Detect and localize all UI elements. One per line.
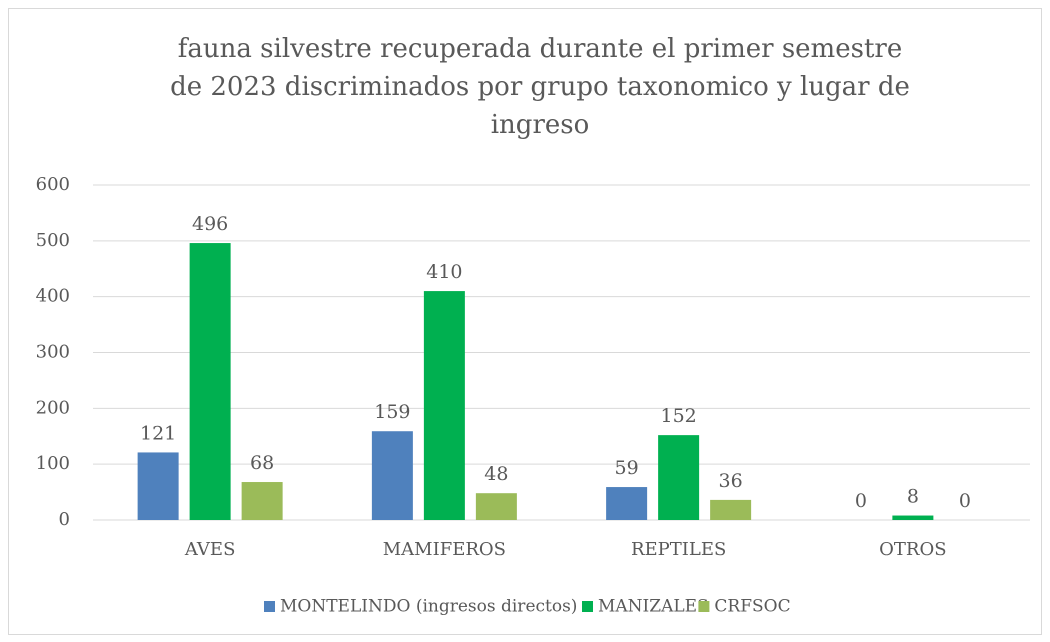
- legend-label: MONTELINDO (ingresos directos): [280, 597, 577, 617]
- legend-swatch: [264, 601, 275, 612]
- data-label: 8: [907, 486, 919, 508]
- legend-label: MANIZALES: [598, 597, 709, 617]
- chart-title: fauna silvestre recuperada durante el pr…: [178, 34, 902, 64]
- data-label: 159: [374, 401, 410, 423]
- data-label: 0: [959, 490, 971, 512]
- y-tick-label: 500: [36, 230, 70, 251]
- x-tick-label: AVES: [184, 539, 236, 560]
- bar: [658, 435, 700, 520]
- bar: [189, 243, 231, 521]
- bar: [606, 487, 648, 520]
- data-label: 0: [855, 490, 867, 512]
- bar: [241, 482, 283, 520]
- bar: [892, 515, 934, 520]
- chart-title: de 2023 discriminados por grupo taxonomi…: [170, 72, 910, 102]
- data-label: 410: [426, 261, 462, 283]
- y-tick-label: 400: [36, 286, 70, 307]
- legend-swatch: [582, 601, 593, 612]
- data-label: 68: [250, 452, 274, 474]
- y-tick-label: 100: [36, 453, 70, 474]
- bar: [137, 452, 179, 520]
- data-label: 36: [719, 470, 743, 492]
- bar: [710, 499, 752, 520]
- data-label: 48: [484, 463, 508, 485]
- chart-border: [8, 8, 1042, 635]
- x-tick-label: REPTILES: [631, 539, 726, 560]
- bar: [423, 291, 465, 520]
- y-tick-label: 200: [36, 397, 70, 418]
- data-label: 121: [140, 422, 176, 444]
- y-tick-label: 0: [59, 509, 70, 530]
- legend-label: CRFSOC: [714, 597, 790, 617]
- bar: [475, 493, 517, 520]
- data-label: 152: [660, 405, 696, 427]
- x-tick-label: OTROS: [879, 539, 946, 560]
- y-tick-label: 300: [36, 342, 70, 363]
- chart-title: ingreso: [491, 110, 590, 140]
- x-tick-label: MAMIFEROS: [383, 539, 506, 560]
- y-tick-label: 600: [36, 174, 70, 195]
- data-label: 496: [192, 213, 228, 235]
- data-label: 59: [615, 457, 639, 479]
- legend-swatch: [698, 601, 710, 612]
- bar: [371, 431, 413, 520]
